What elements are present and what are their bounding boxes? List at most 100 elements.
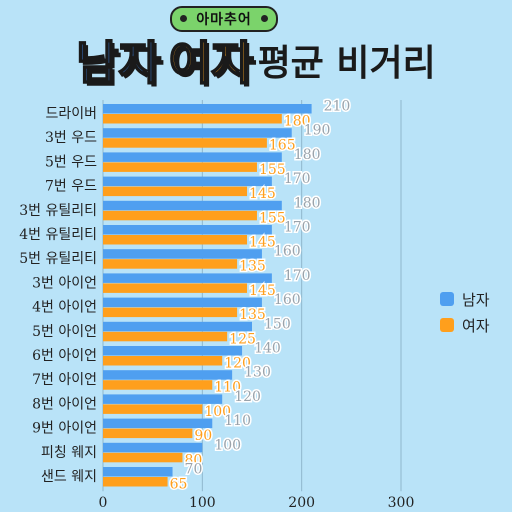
data-label-female: 90 [194,428,212,444]
bar-male [103,346,243,356]
y-category-label: 5번 유틸리티 [19,251,97,267]
data-label-male: 160 [274,292,301,308]
data-label-male: 180 [294,195,321,211]
data-label-female: 145 [249,283,276,299]
bar-female [103,162,257,172]
title-male: 남자 [75,35,162,91]
title-female: 여자 [168,35,255,91]
data-label-male: 170 [284,220,311,236]
bar-male [103,297,262,308]
bar-female [103,331,228,342]
bar-female [103,477,168,487]
data-label-female: 100 [204,404,231,420]
bar-female [103,138,267,148]
bar-male [103,273,272,283]
bar-female [103,283,248,293]
bar-male [103,200,282,211]
bar-female [103,404,203,414]
data-label-male: 150 [264,316,291,332]
badge-pin-icon [261,15,268,22]
data-label-female: 155 [259,210,286,226]
data-label-male: 210 [324,99,351,115]
data-label-female: 155 [259,162,286,178]
bar-female [103,307,238,318]
bar-female [103,259,238,269]
data-label-female: 110 [214,380,241,396]
y-category-label: 7번 아이언 [32,372,97,388]
legend-swatch-female [440,318,454,332]
bar-male [103,442,203,453]
data-label-female: 125 [229,331,256,347]
bar-female [103,210,257,221]
bar-female [103,356,223,366]
x-tick-label: 200 [288,495,315,511]
x-tick-label: 300 [388,495,415,511]
y-category-label: 7번 우드 [45,179,97,195]
y-category-label: 5번 아이언 [32,324,97,340]
data-label-male: 130 [244,365,271,381]
data-label-male: 100 [214,437,241,453]
page-title: 남자 여자 평균 비거리 [0,34,512,91]
x-tick-label: 0 [99,495,108,511]
data-label-female: 145 [249,235,276,251]
y-category-label: 3번 우드 [45,130,97,146]
title-rest: 평균 비거리 [257,43,436,84]
bar-female [103,114,282,124]
y-category-label: 4번 유틸리티 [19,227,97,243]
y-category-label: 피칭 웨지 [41,445,97,461]
y-category-label: 6번 아이언 [32,348,97,364]
y-category-label: 3번 아이언 [32,275,97,291]
data-label-male: 140 [254,341,281,357]
legend-swatch-male [440,292,454,306]
data-label-female: 135 [239,307,266,323]
y-category-label: 8번 아이언 [32,396,97,412]
legend: 남자 여자 [440,286,490,338]
bar-male [103,225,272,235]
data-label-female: 135 [239,259,266,275]
data-label-female: 65 [170,477,188,493]
legend-label-male: 남자 [462,290,490,309]
y-category-label: 9번 아이언 [32,421,97,437]
bar-female [103,428,193,439]
data-label-male: 180 [294,147,321,163]
bar-female [103,186,248,197]
bar-male [103,467,173,477]
data-label-male: 120 [234,389,261,405]
badge-label: 아마추어 [196,12,252,28]
bar-male [103,176,272,187]
data-label-male: 170 [284,268,311,284]
data-label-female: 80 [184,452,202,468]
data-label-female: 145 [249,186,276,202]
bar-male [103,370,233,380]
y-category-label: 샌드 웨지 [41,469,97,485]
bar-female [103,452,183,463]
legend-label-female: 여자 [462,316,490,335]
bar-male [103,104,312,114]
y-category-label: 5번 우드 [45,154,97,170]
data-label-male: 160 [274,244,301,260]
bar-male [103,128,292,138]
y-category-label: 드라이버 [45,106,97,122]
data-label-male: 70 [185,462,203,478]
x-tick-label: 100 [189,495,216,511]
data-label-male: 110 [224,413,251,429]
badge-pin-icon [180,15,187,22]
legend-item-male: 남자 [440,286,490,312]
y-category-label: 4번 아이언 [32,300,97,316]
bar-male [103,394,223,404]
bar-male [103,321,252,332]
data-label-male: 190 [304,123,331,139]
bar-female [103,380,213,390]
bar-male [103,152,282,162]
data-label-female: 120 [224,356,251,372]
data-label-female: 165 [269,138,296,154]
title-area: 아마추어 남자 여자 평균 비거리 [0,0,512,100]
y-category-label: 3번 유틸리티 [19,203,97,219]
data-label-female: 180 [284,114,311,130]
bar-male [103,249,262,259]
amateur-badge: 아마추어 [170,6,278,32]
bar-male [103,418,213,429]
bar-female [103,235,248,245]
legend-item-female: 여자 [440,312,490,338]
